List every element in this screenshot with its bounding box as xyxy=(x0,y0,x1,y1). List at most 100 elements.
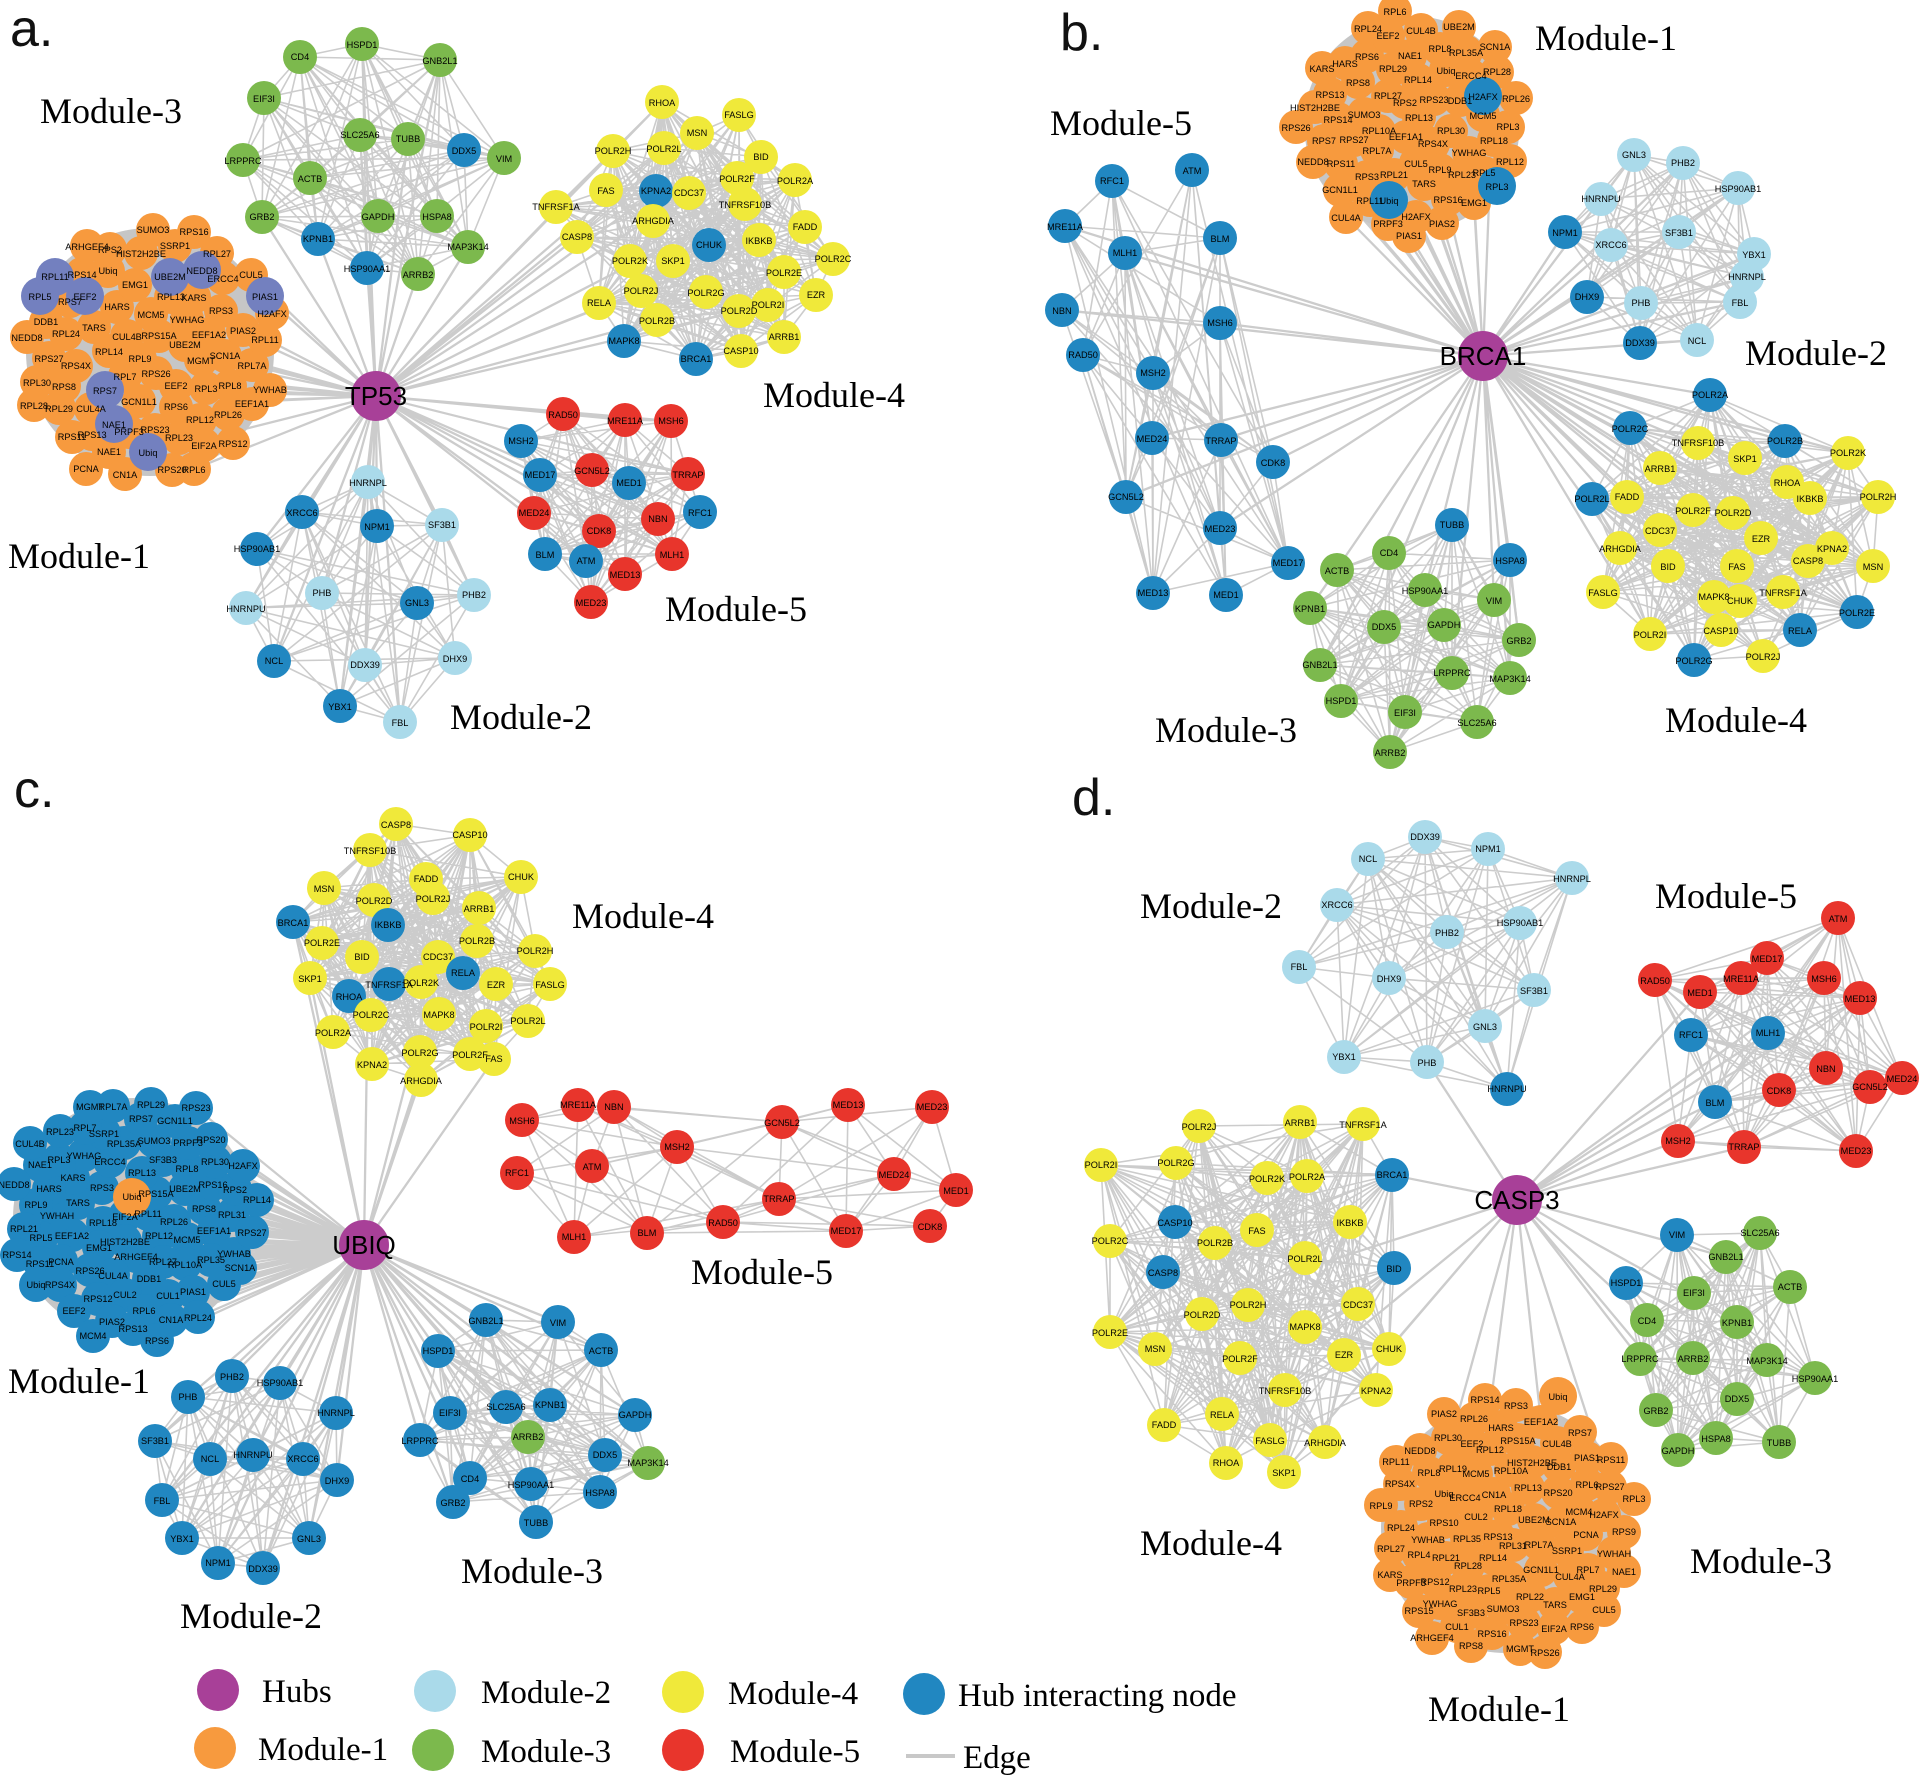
svg-text:MAPK8: MAPK8 xyxy=(608,336,639,346)
svg-text:RPS13: RPS13 xyxy=(118,1324,147,1334)
svg-text:Module-2: Module-2 xyxy=(450,697,592,737)
svg-text:CUL5: CUL5 xyxy=(212,1279,236,1289)
svg-text:BRCA1: BRCA1 xyxy=(1377,1170,1408,1180)
svg-text:MSN: MSN xyxy=(687,128,707,138)
svg-text:CUL5: CUL5 xyxy=(1404,159,1428,169)
svg-text:NCL: NCL xyxy=(265,656,283,666)
svg-text:RPS15A: RPS15A xyxy=(138,1189,174,1199)
svg-text:RPS23: RPS23 xyxy=(181,1103,210,1113)
svg-text:RPL30: RPL30 xyxy=(1434,1433,1462,1443)
svg-text:UBE2M: UBE2M xyxy=(169,340,201,350)
svg-text:POLR2B: POLR2B xyxy=(1767,436,1803,446)
svg-text:RAD50: RAD50 xyxy=(548,410,578,420)
svg-text:Module-1: Module-1 xyxy=(8,536,150,576)
svg-text:RPL24: RPL24 xyxy=(1387,1523,1415,1533)
svg-text:RPL9: RPL9 xyxy=(25,1200,48,1210)
svg-text:RPS23: RPS23 xyxy=(1419,95,1448,105)
svg-text:Module-5: Module-5 xyxy=(691,1252,833,1292)
svg-text:MRE11A: MRE11A xyxy=(1723,974,1760,984)
svg-text:HSP90AB1: HSP90AB1 xyxy=(257,1378,303,1388)
svg-text:CHUK: CHUK xyxy=(696,240,723,250)
svg-text:RPL31: RPL31 xyxy=(218,1210,246,1220)
svg-text:RPL28: RPL28 xyxy=(20,401,48,411)
svg-text:RPS7: RPS7 xyxy=(1568,1428,1592,1438)
svg-text:FASLG: FASLG xyxy=(724,110,754,120)
svg-text:SF3B1: SF3B1 xyxy=(1665,228,1693,238)
svg-text:POLR2L: POLR2L xyxy=(510,1016,545,1026)
svg-text:PHB2: PHB2 xyxy=(1435,928,1459,938)
svg-text:RPL29: RPL29 xyxy=(45,404,73,414)
svg-text:YWHAG: YWHAG xyxy=(67,1151,102,1161)
svg-text:HARS: HARS xyxy=(1488,1423,1514,1433)
svg-text:TUBB: TUBB xyxy=(524,1518,549,1528)
svg-text:RPL11: RPL11 xyxy=(1382,1457,1409,1467)
svg-text:RPL11: RPL11 xyxy=(1356,196,1383,206)
svg-text:YWHAH: YWHAH xyxy=(1597,1549,1631,1559)
svg-text:POLR2C: POLR2C xyxy=(353,1010,390,1020)
svg-text:RPL8: RPL8 xyxy=(219,381,242,391)
svg-text:POLR2C: POLR2C xyxy=(1612,424,1649,434)
svg-text:EMG1: EMG1 xyxy=(86,1243,112,1253)
svg-text:Module-5: Module-5 xyxy=(730,1734,860,1770)
svg-text:RPL26: RPL26 xyxy=(160,1217,188,1227)
svg-text:MSH2: MSH2 xyxy=(508,436,534,446)
svg-text:RPL13: RPL13 xyxy=(1514,1483,1542,1493)
svg-text:ATM: ATM xyxy=(1183,166,1202,176)
svg-text:RPL3: RPL3 xyxy=(1497,122,1520,132)
svg-text:d.: d. xyxy=(1072,769,1115,827)
svg-text:KARS: KARS xyxy=(181,293,206,303)
svg-text:POLR2G: POLR2G xyxy=(1157,1158,1194,1168)
svg-text:Ubiq: Ubiq xyxy=(139,448,158,458)
svg-text:Ubiq: Ubiq xyxy=(1380,196,1399,206)
svg-text:RPS14: RPS14 xyxy=(1323,115,1352,125)
svg-text:CASP10: CASP10 xyxy=(1703,626,1738,636)
svg-text:RPL18: RPL18 xyxy=(1480,136,1508,146)
svg-text:POLR2B: POLR2B xyxy=(639,316,675,326)
svg-text:ARRB1: ARRB1 xyxy=(769,332,800,342)
svg-text:NEDD8: NEDD8 xyxy=(186,266,217,276)
svg-text:ARRB1: ARRB1 xyxy=(1285,1118,1316,1128)
svg-text:RPL14: RPL14 xyxy=(243,1195,271,1205)
svg-text:RPS23: RPS23 xyxy=(1509,1618,1538,1628)
svg-text:CDC37: CDC37 xyxy=(1343,1300,1373,1310)
svg-text:RPS2: RPS2 xyxy=(98,245,122,255)
svg-text:FBL: FBL xyxy=(392,718,409,728)
svg-text:CN1A: CN1A xyxy=(159,1315,184,1325)
svg-text:RPL10A: RPL10A xyxy=(1494,1466,1529,1476)
svg-text:RPS16: RPS16 xyxy=(179,227,208,237)
svg-text:XRCC6: XRCC6 xyxy=(287,1454,318,1464)
svg-text:ARHGEF4: ARHGEF4 xyxy=(114,1252,157,1262)
svg-text:GCN5L2: GCN5L2 xyxy=(764,1118,800,1128)
svg-text:Module-5: Module-5 xyxy=(1050,103,1192,143)
svg-text:POLR2D: POLR2D xyxy=(1715,508,1752,518)
svg-text:POLR2F: POLR2F xyxy=(452,1050,488,1060)
svg-text:NEDD8: NEDD8 xyxy=(1404,1446,1435,1456)
svg-text:HIST2H2BE: HIST2H2BE xyxy=(1290,103,1340,113)
svg-text:RPL21: RPL21 xyxy=(1432,1553,1460,1563)
svg-text:RAD50: RAD50 xyxy=(708,1218,738,1228)
svg-text:TUBB: TUBB xyxy=(1767,1438,1792,1448)
svg-text:SCN1A: SCN1A xyxy=(225,1263,257,1273)
svg-text:DDB1: DDB1 xyxy=(1448,96,1473,106)
svg-text:RPL6: RPL6 xyxy=(133,1306,156,1316)
svg-text:RPS11: RPS11 xyxy=(58,432,86,442)
svg-text:EMG1: EMG1 xyxy=(1461,198,1487,208)
svg-text:RPL30: RPL30 xyxy=(1437,126,1465,136)
svg-text:KPNB1: KPNB1 xyxy=(535,1400,565,1410)
svg-text:EZR: EZR xyxy=(1335,1350,1354,1360)
svg-text:IKBKB: IKBKB xyxy=(745,236,772,246)
svg-text:DDX39: DDX39 xyxy=(248,1564,278,1574)
svg-text:POLR2G: POLR2G xyxy=(1675,656,1712,666)
svg-text:H2AFX: H2AFX xyxy=(228,1161,258,1171)
svg-text:CUL5: CUL5 xyxy=(1592,1605,1616,1615)
svg-text:LRPPRC: LRPPRC xyxy=(401,1436,439,1446)
svg-text:KPNA2: KPNA2 xyxy=(1817,544,1847,554)
svg-text:HSPD1: HSPD1 xyxy=(1611,1278,1642,1288)
svg-text:CASP8: CASP8 xyxy=(381,820,411,830)
svg-text:MSH2: MSH2 xyxy=(1140,368,1166,378)
svg-text:RPS9: RPS9 xyxy=(1612,1527,1636,1537)
svg-text:MSH6: MSH6 xyxy=(1207,318,1233,328)
svg-text:CUL5: CUL5 xyxy=(239,270,263,280)
svg-text:HARS: HARS xyxy=(104,302,130,312)
svg-text:POLR2E: POLR2E xyxy=(1092,1328,1128,1338)
